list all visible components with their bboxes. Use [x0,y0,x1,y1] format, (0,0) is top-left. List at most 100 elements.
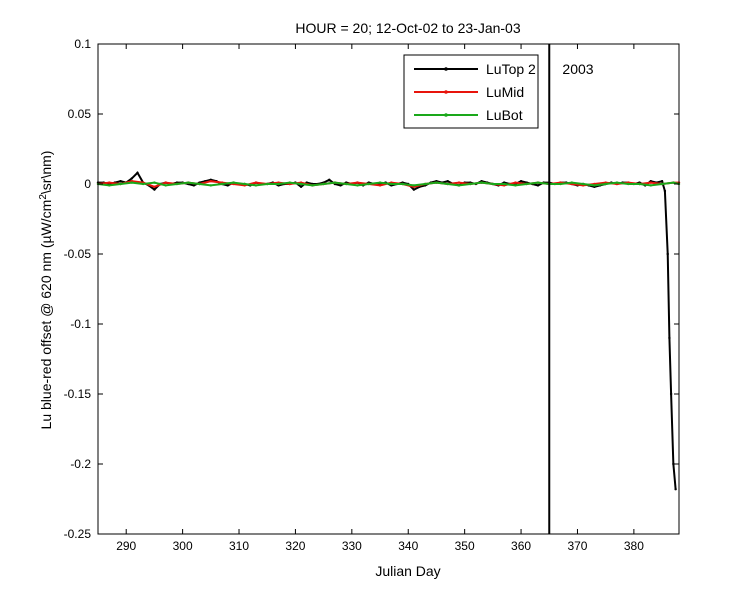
x-tick-label: 380 [624,539,644,553]
x-tick-label: 370 [567,539,587,553]
data-point [390,182,393,186]
x-axis-ticks: 290 300 310 320 330 340 350 360 370 380 [116,44,644,553]
data-point [446,182,449,186]
data-point [198,182,201,186]
y-tick-label: 0.1 [74,37,91,51]
data-point [660,180,664,183]
data-point [615,181,619,184]
y-tick-label: 0 [84,177,91,191]
data-point [672,462,675,466]
data-point [627,182,630,186]
data-point [187,181,190,184]
y-axis-label-superscript: 2 [38,194,49,200]
data-point [209,180,213,183]
data-point [356,181,359,184]
x-tick-label: 330 [342,539,362,553]
y-axis-label-mu: µ [38,235,54,243]
x-tick-label: 340 [398,539,418,553]
data-point [514,184,517,187]
data-point [378,184,382,187]
legend-marker [444,67,448,71]
data-point [525,182,528,186]
x-tick-label: 360 [511,539,531,553]
data-point [672,181,675,184]
data-point [412,184,416,187]
data-point [119,182,122,186]
x-tick-label: 350 [455,539,475,553]
data-point [378,181,382,184]
data-point [666,252,669,256]
data-point [153,181,156,184]
data-point [130,177,134,180]
data-point [638,182,641,186]
data-point [344,182,348,186]
y-axis-label-part: W/cm [38,200,54,236]
y-tick-label: -0.1 [70,317,91,331]
legend-marker [444,113,448,117]
y-axis-label: Lu blue-red offset @ 620 nm (µW/cm2\sr\n… [38,151,54,430]
x-tick-label: 300 [173,539,193,553]
data-point [536,181,540,184]
data-point [593,184,596,187]
data-point [266,182,269,186]
y-axis-label-part: Lu blue-red offset @ 620 nm ( [38,243,54,429]
x-tick-label: 290 [116,539,136,553]
data-point [328,178,331,181]
y-axis-label-part: \sr\nm) [38,151,54,195]
data-point [669,392,673,396]
chart-title: HOUR = 20; 12-Oct-02 to 23-Jan-03 [295,20,520,36]
data-point [243,182,246,186]
data-point [649,184,652,187]
data-point [153,188,156,191]
data-point [674,488,677,491]
data-point [663,189,667,193]
data-point [604,182,607,186]
data-point [141,182,145,186]
data-point [401,182,404,186]
data-point [457,181,461,184]
data-point [119,180,122,183]
data-point [333,181,337,184]
data-point [136,171,139,174]
data-point [226,184,229,187]
x-axis-label: Julian Day [375,563,440,579]
data-point [649,181,652,184]
data-point [175,182,179,186]
data-point [519,180,523,183]
data-point [311,184,314,187]
legend-label: LuMid [486,84,524,100]
data-point [232,181,235,184]
data-point [108,184,111,187]
y-tick-label: 0.05 [68,107,92,121]
legend-label: LuBot [486,107,523,123]
data-point [254,181,258,184]
data-point [423,182,427,186]
data-point [469,182,472,186]
data-point [288,181,291,184]
data-point [277,182,280,186]
legend-marker [444,90,448,94]
data-point [299,185,303,188]
data-point [660,182,664,186]
data-point [536,184,540,187]
data-point [446,180,449,183]
data-point [356,184,359,187]
data-point [559,182,562,186]
y-tick-label: -0.05 [64,247,92,261]
data-point [491,182,495,186]
data-point [130,181,134,184]
data-point [254,184,258,187]
x-tick-label: 310 [229,539,249,553]
data-point [164,184,167,187]
data-point [457,184,461,187]
data-point [209,184,213,187]
data-point [108,181,111,184]
y-tick-label: -0.2 [70,457,91,471]
data-point [480,181,483,184]
year-label: 2003 [562,61,593,77]
data-point [339,184,342,187]
data-point [220,182,224,186]
data-point [192,184,196,187]
